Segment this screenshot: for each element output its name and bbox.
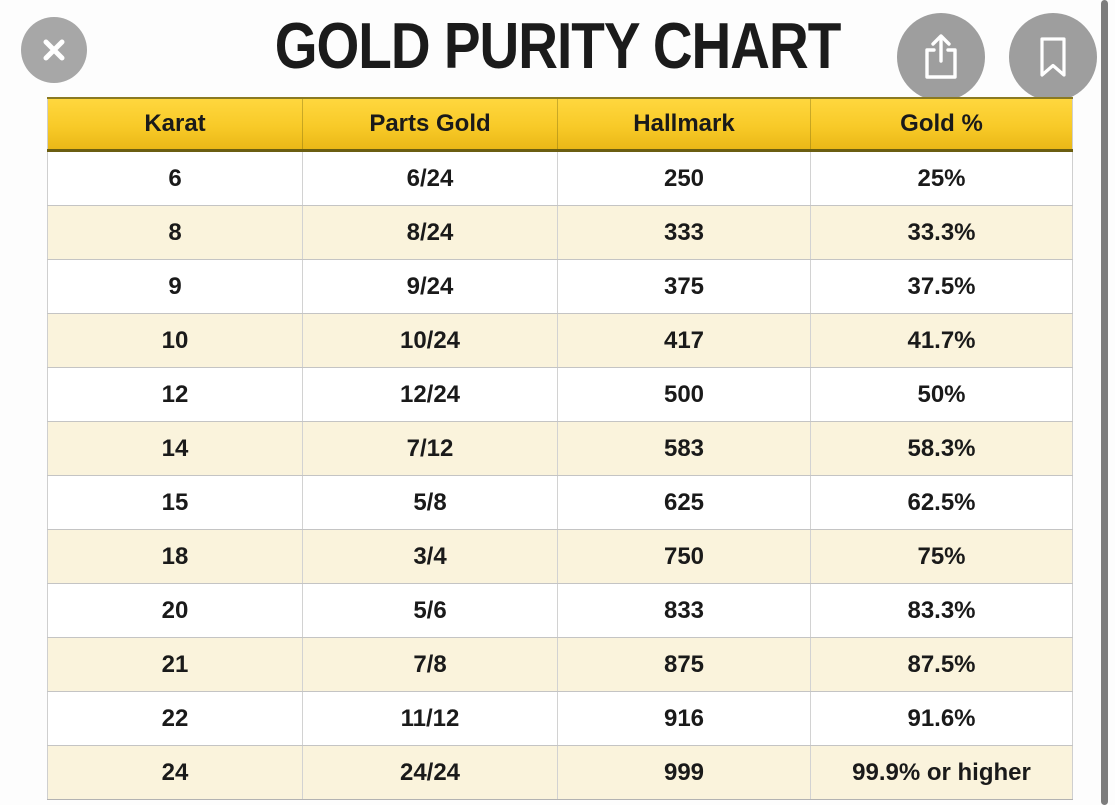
table-row: 22 11/12 916 91.6% bbox=[47, 691, 1073, 746]
table-cell: 12/24 bbox=[302, 367, 558, 422]
table-row: 21 7/8 875 87.5% bbox=[47, 637, 1073, 692]
table-cell: 91.6% bbox=[810, 691, 1073, 746]
table-cell: 50% bbox=[810, 367, 1073, 422]
column-header-parts-gold: Parts Gold bbox=[302, 97, 558, 152]
table-cell: 6/24 bbox=[302, 150, 558, 206]
table-cell: 875 bbox=[557, 637, 811, 692]
table-row: 14 7/12 583 58.3% bbox=[47, 421, 1073, 476]
table-row: 12 12/24 500 50% bbox=[47, 367, 1073, 422]
table-cell: 24 bbox=[47, 745, 303, 800]
table-cell: 5/8 bbox=[302, 475, 558, 530]
table-cell: 6 bbox=[47, 150, 303, 206]
table-cell: 21 bbox=[47, 637, 303, 692]
bookmark-button[interactable] bbox=[1009, 13, 1097, 101]
table-cell: 25% bbox=[810, 150, 1073, 206]
table-cell: 5/6 bbox=[302, 583, 558, 638]
table-cell: 417 bbox=[557, 313, 811, 368]
table-cell: 8 bbox=[47, 205, 303, 260]
table-body: 6 6/24 250 25% 8 8/24 333 33.3% 9 9/24 375 37.5% 10 1… bbox=[47, 150, 1073, 800]
table-cell: 3/4 bbox=[302, 529, 558, 584]
table-cell: 625 bbox=[557, 475, 811, 530]
table-row: 8 8/24 333 33.3% bbox=[47, 205, 1073, 260]
table-cell: 22 bbox=[47, 691, 303, 746]
table-cell: 750 bbox=[557, 529, 811, 584]
table-row: 9 9/24 375 37.5% bbox=[47, 259, 1073, 314]
table-row: 20 5/6 833 83.3% bbox=[47, 583, 1073, 638]
table-cell: 87.5% bbox=[810, 637, 1073, 692]
table-cell: 41.7% bbox=[810, 313, 1073, 368]
table-cell: 15 bbox=[47, 475, 303, 530]
table-cell: 24/24 bbox=[302, 745, 558, 800]
page-title: GOLD PURITY CHART bbox=[274, 8, 842, 82]
table-cell: 11/12 bbox=[302, 691, 558, 746]
table-cell: 583 bbox=[557, 421, 811, 476]
table-cell: 916 bbox=[557, 691, 811, 746]
column-header-hallmark: Hallmark bbox=[557, 97, 811, 152]
table-cell: 83.3% bbox=[810, 583, 1073, 638]
table-row: 24 24/24 999 99.9% or higher bbox=[47, 745, 1073, 800]
table-cell: 7/8 bbox=[302, 637, 558, 692]
table-cell: 62.5% bbox=[810, 475, 1073, 530]
table-row: 18 3/4 750 75% bbox=[47, 529, 1073, 584]
table-cell: 9/24 bbox=[302, 259, 558, 314]
table-row: 10 10/24 417 41.7% bbox=[47, 313, 1073, 368]
table-cell: 10/24 bbox=[302, 313, 558, 368]
table-cell: 10 bbox=[47, 313, 303, 368]
table-cell: 833 bbox=[557, 583, 811, 638]
table-cell: 12 bbox=[47, 367, 303, 422]
close-button[interactable] bbox=[21, 17, 87, 83]
table-cell: 8/24 bbox=[302, 205, 558, 260]
table-cell: 333 bbox=[557, 205, 811, 260]
table-cell: 33.3% bbox=[810, 205, 1073, 260]
table-cell: 99.9% or higher bbox=[810, 745, 1073, 800]
table-cell: 250 bbox=[557, 150, 811, 206]
bookmark-icon bbox=[1034, 35, 1072, 79]
share-button[interactable] bbox=[897, 13, 985, 101]
share-icon bbox=[917, 31, 965, 83]
table-cell: 14 bbox=[47, 421, 303, 476]
table-row: 6 6/24 250 25% bbox=[47, 150, 1073, 206]
column-header-gold-pct: Gold % bbox=[810, 97, 1073, 152]
table-header-row: Karat Parts Gold Hallmark Gold % bbox=[47, 97, 1073, 152]
table-cell: 9 bbox=[47, 259, 303, 314]
table-cell: 75% bbox=[810, 529, 1073, 584]
table-cell: 58.3% bbox=[810, 421, 1073, 476]
table-cell: 500 bbox=[557, 367, 811, 422]
scrollbar-thumb[interactable] bbox=[1101, 0, 1108, 805]
table-cell: 18 bbox=[47, 529, 303, 584]
table-cell: 7/12 bbox=[302, 421, 558, 476]
close-icon bbox=[37, 33, 71, 67]
table-cell: 375 bbox=[557, 259, 811, 314]
table-cell: 20 bbox=[47, 583, 303, 638]
column-header-karat: Karat bbox=[47, 97, 303, 152]
gold-purity-table: Karat Parts Gold Hallmark Gold % 6 6/24 25… bbox=[47, 97, 1073, 800]
table-cell: 37.5% bbox=[810, 259, 1073, 314]
table-row: 15 5/8 625 62.5% bbox=[47, 475, 1073, 530]
table-cell: 999 bbox=[557, 745, 811, 800]
